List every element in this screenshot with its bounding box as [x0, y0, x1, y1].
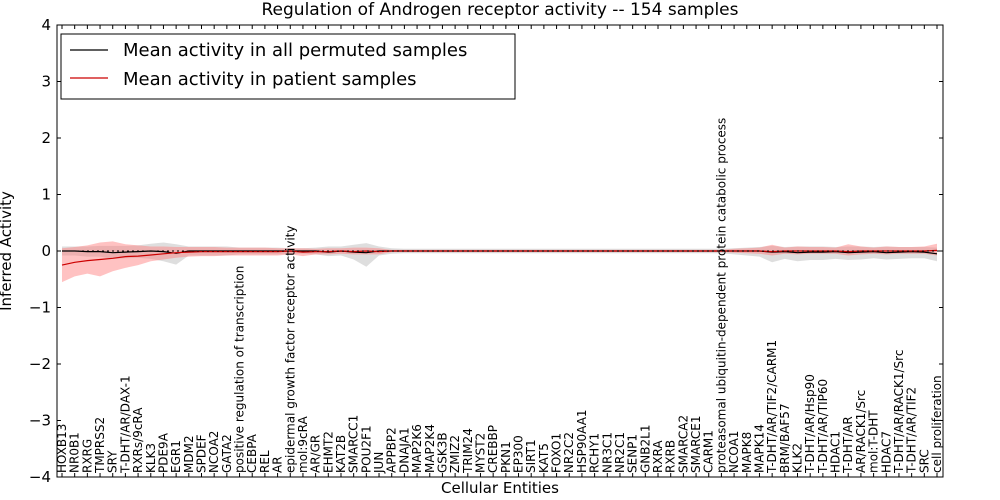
- permuted-confidence-band: [62, 242, 937, 267]
- x-tick-label: CREBBP: [486, 425, 500, 473]
- legend: Mean activity in all permuted samples Me…: [60, 33, 516, 100]
- x-tick-label: AR: [271, 456, 285, 473]
- x-axis-label: Cellular Entities: [441, 479, 559, 497]
- x-tick-label: CEBPA: [245, 433, 259, 473]
- x-tick-label: RXRB: [664, 440, 678, 473]
- x-tick-label: MYST2: [474, 433, 488, 473]
- x-tick-label: SPDEF: [195, 434, 209, 473]
- x-tick-label: AR/RACK1/Src: [854, 390, 868, 473]
- x-tick-label: KLK2: [791, 443, 805, 473]
- x-tick-label: NR2C2: [562, 432, 576, 473]
- x-tick-label: KLK3: [144, 443, 158, 473]
- x-tick-label: GNB2L1: [638, 425, 652, 473]
- x-tick-label: T-DHT/AR/Hsp90: [803, 374, 817, 474]
- x-tick-label: SENP1: [626, 434, 640, 473]
- x-tick-label: NR3C1: [600, 432, 614, 473]
- x-tick-label: BRM/BAF57: [778, 403, 792, 473]
- y-tick-label: −2: [29, 355, 51, 373]
- x-tick-label: JUN: [372, 452, 386, 474]
- x-tick-label: CARM1: [702, 430, 716, 473]
- x-tick-label: PKN1: [499, 441, 513, 473]
- x-tick-label: positive regulation of transcription: [233, 266, 247, 473]
- x-tick-label: EGR1: [169, 440, 183, 473]
- x-tick-label: RCHY1: [588, 433, 602, 473]
- x-tick-label: MAP2K4: [423, 424, 437, 473]
- legend-permuted-label: Mean activity in all permuted samples: [123, 40, 467, 61]
- x-tick-label: T-DHT/AR/TIF2/CARM1: [765, 340, 779, 474]
- x-tick-label: T-DHT/AR/TIF2: [905, 387, 919, 474]
- x-tick-label: NCOA1: [727, 431, 741, 473]
- patient-mean-line: [61, 249, 938, 266]
- x-tick-label: MDM2: [182, 435, 196, 473]
- y-tick-label: −4: [29, 468, 51, 486]
- x-tick-label: NR2C1: [613, 432, 627, 473]
- x-tick-label: T-DHT/AR/RACK1/Src: [892, 350, 906, 474]
- x-tick-label: mol:9cRA: [296, 416, 310, 473]
- x-tick-label: SMARCC1: [347, 415, 361, 473]
- y-tick-label: 4: [41, 16, 51, 34]
- y-tick-label: 0: [41, 242, 51, 260]
- x-tick-label: epidermal growth factor receptor activit…: [283, 226, 297, 473]
- x-tick-label: KAT5: [537, 443, 551, 473]
- x-tick-label: T-DHT/AR/TIP60: [816, 379, 830, 474]
- x-tick-label: RXRs/9cRA: [131, 407, 145, 473]
- x-tick-label: FOXO1: [550, 433, 564, 473]
- x-tick-label: MAPK8: [740, 432, 754, 473]
- x-tick-label: EHMT2: [321, 431, 335, 473]
- x-tick-label: proteasomal ubiquitin-dependent protein …: [714, 118, 728, 473]
- chart-title: Regulation of Androgen receptor activity…: [262, 0, 739, 20]
- x-tick-label: SMARCE1: [689, 415, 703, 473]
- x-tick-label: SMARCA2: [676, 415, 690, 473]
- x-tick-label: SIRT1: [524, 439, 538, 473]
- x-tick-label: HOXB13: [55, 424, 69, 473]
- x-tick-label: PDE9A: [156, 432, 170, 473]
- x-tick-label: POU2F1: [359, 425, 373, 473]
- x-tick-label: DNAJA1: [397, 427, 411, 473]
- y-tick-label: 3: [41, 73, 51, 91]
- x-tick-label: SRC: [917, 449, 931, 473]
- x-tick-label: ZMIZ2: [448, 435, 462, 473]
- x-tick-label: AR/GR: [309, 435, 323, 473]
- x-tick-label: MAP2K6: [410, 424, 424, 473]
- x-tick-label: GSK3B: [435, 432, 449, 473]
- x-tick-label: mol:T-DHT: [867, 410, 881, 473]
- x-tick-label: TMPRSS2: [93, 417, 107, 474]
- y-axis-label: Inferred Activity: [0, 191, 15, 311]
- x-tick-label: REL: [258, 450, 272, 473]
- x-tick-label: T-DHT/AR: [841, 416, 855, 474]
- x-tick-label: cell proliferation: [930, 375, 944, 473]
- x-tick-label: NR0B1: [68, 432, 82, 473]
- y-tick-label: −1: [29, 299, 51, 317]
- x-tick-label: HDAC1: [829, 431, 843, 473]
- x-tick-label: GATA2: [220, 434, 234, 473]
- x-tick-label: TRIM24: [461, 428, 475, 474]
- x-tick-label: RXRG: [80, 439, 94, 473]
- legend-patient-label: Mean activity in patient samples: [123, 69, 417, 90]
- x-tick-label: RXRA: [651, 440, 665, 473]
- x-tick-label: SRY: [106, 450, 120, 473]
- y-tick-label: 1: [41, 186, 51, 204]
- x-tick-label: APPBP2: [385, 427, 399, 473]
- x-tick-label: EP300: [512, 435, 526, 473]
- y-tick-label: 2: [41, 129, 51, 147]
- x-tick-label: MAPK14: [753, 424, 767, 473]
- x-tick-label: T-DHT/AR/DAX-1: [118, 375, 132, 474]
- y-tick-label: −3: [29, 412, 51, 430]
- x-tick-label: HDAC7: [879, 431, 893, 473]
- legend-box: [60, 33, 516, 100]
- x-tick-label: NCOA2: [207, 431, 221, 473]
- x-tick-label: KAT2B: [334, 435, 348, 473]
- x-tick-label: HSP90AA1: [575, 409, 589, 473]
